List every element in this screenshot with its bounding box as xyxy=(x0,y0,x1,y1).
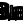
Bar xyxy=(13,7,15,19)
Text: FIGURE 2: Burden Returns to Baseline After Treatment Period: FIGURE 2: Burden Returns to Baseline Aft… xyxy=(0,1,23,21)
Bar xyxy=(10,5,11,19)
Bar xyxy=(5,12,7,19)
Legend: Baseline, Months 1-3, Washout: Baseline, Months 1-3, Washout xyxy=(0,17,9,21)
Bar xyxy=(16,7,18,19)
Bar xyxy=(11,13,13,19)
Bar xyxy=(18,17,19,19)
Bar xyxy=(7,4,8,19)
Bar xyxy=(19,7,21,19)
Bar xyxy=(3,7,5,19)
